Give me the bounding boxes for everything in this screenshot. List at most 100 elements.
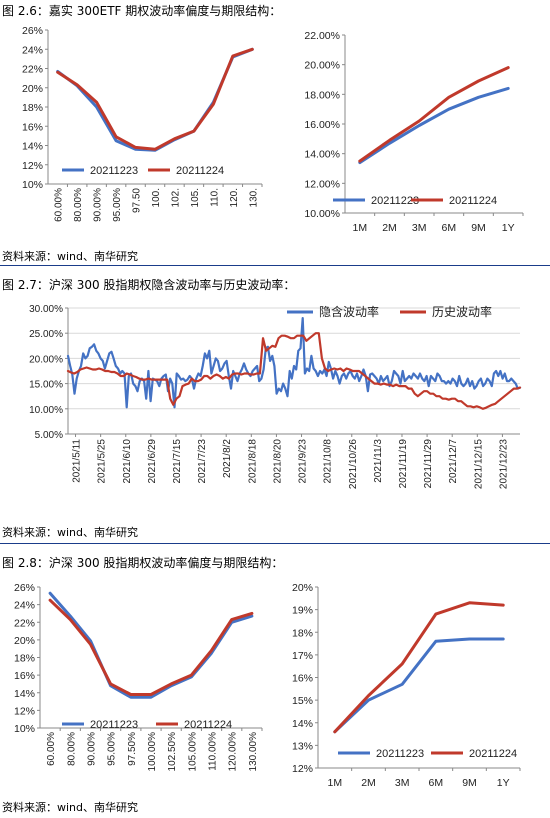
chart-csi300-term: 12% 13% 14% 15% 16% 17% 18% 19% 20% 1M 2M 3M 6M 9M 1Y 2…	[292, 582, 521, 789]
chart-etf-term: 10.00% 12.00% 14.00% 16.00% 18.00% 20.00% 22.0…	[304, 30, 524, 234]
x-tick-label: 2021/11/3	[373, 439, 384, 483]
x-tick-label: 110.	[209, 188, 220, 207]
x-tick-label: 2021/6/29	[147, 439, 158, 484]
x-tick-label: 90.00%	[86, 732, 97, 766]
series-line-2	[48, 598, 254, 696]
x-tick-label: 2021/8/2	[222, 439, 233, 478]
y-tick-label: 20%	[14, 635, 35, 647]
x-tick-label: 130.00%	[248, 732, 259, 772]
y-tick-label: 26%	[22, 25, 43, 37]
x-tick-label: 2021/8/20	[272, 439, 283, 484]
legend-label-1: 20211223	[371, 195, 419, 207]
series-line-1	[56, 47, 254, 152]
x-tick-label: 105.	[190, 188, 201, 207]
x-tick-label: 100.00%	[147, 732, 158, 772]
x-tick-label: 2021/7/23	[197, 439, 208, 484]
x-tick-label: 6M	[429, 777, 444, 789]
divider-2	[0, 543, 550, 544]
x-tick-label: 9M	[462, 777, 477, 789]
y-tick-label: 15.00%	[29, 380, 63, 391]
series-line-2	[56, 47, 254, 151]
x-tick-label: 80.00%	[66, 732, 77, 766]
y-tick-label: 16.00%	[304, 119, 340, 131]
legend-label-1: 20211223	[376, 748, 424, 760]
chart-csi300-skew: 10% 12% 14% 16% 18% 20% 22% 24% 26% 60.00% 80.00% 9…	[14, 582, 263, 772]
y-tick-label: 22.00%	[304, 30, 340, 42]
y-tick-label: 19%	[292, 605, 313, 617]
x-tick-label: 3M	[395, 777, 410, 789]
y-tick-label: 16%	[292, 673, 313, 685]
chart-etf-skew: 10% 12% 14% 16% 18% 20% 22% 24% 26% 60.00% 80.00% 9…	[22, 25, 263, 222]
y-tick-label: 12%	[22, 160, 43, 172]
x-tick-label: 97.50%	[127, 732, 138, 766]
series-line-1	[66, 317, 522, 409]
x-tick-label: 60.00%	[54, 188, 65, 222]
y-tick-label: 14%	[292, 718, 313, 730]
chart-iv-hv: 5.00% 10.00% 15.00% 20.00% 25.00% 30.00% 2021/…	[29, 304, 522, 489]
x-tick-label: 2021/12/23	[498, 439, 509, 489]
y-tick-label: 20.00%	[304, 60, 340, 72]
y-tick-label: 15%	[292, 695, 313, 707]
y-tick-label: 10.00%	[29, 405, 63, 416]
y-tick-label: 10.00%	[304, 208, 340, 220]
y-tick-label: 20.00%	[29, 354, 63, 365]
x-tick-label: 95.00%	[107, 732, 118, 766]
legend-label-1: 20211223	[90, 165, 138, 177]
legend-label-1: 20211223	[90, 719, 138, 731]
source-note-2: 资料来源：wind、南华研究	[2, 526, 139, 539]
series-line-1	[48, 591, 254, 699]
x-tick-label: 2021/12/15	[473, 439, 484, 489]
source-note-1: 资料来源：wind、南华研究	[2, 250, 139, 263]
series-line-2	[358, 66, 510, 163]
legend-label-1: 隐含波动率	[319, 304, 379, 319]
x-tick-label: 97.50	[132, 188, 143, 213]
x-tick-label: 2021/10/8	[323, 439, 334, 484]
y-tick-label: 18%	[22, 102, 43, 114]
x-tick-label: 105.00%	[187, 732, 198, 772]
y-tick-label: 12%	[14, 705, 35, 717]
x-tick-label: 9M	[471, 222, 486, 234]
figure-title-2-8: 图 2.8：沪深 300 股指期权波动率偏度与期限结构：	[2, 556, 284, 570]
x-tick-label: 120.00%	[228, 732, 239, 772]
x-tick-label: 100.	[151, 188, 162, 207]
divider-1	[0, 265, 550, 266]
x-tick-label: 60.00%	[46, 732, 57, 766]
x-tick-label: 80.00%	[73, 188, 84, 222]
x-tick-label: 2M	[361, 777, 376, 789]
legend-label-2: 20211224	[176, 165, 224, 177]
x-tick-label: 2021/10/26	[348, 439, 359, 489]
x-tick-label: 2021/5/11	[72, 439, 83, 483]
x-tick-label: 2021/8/18	[247, 439, 258, 484]
x-tick-label: 90.00%	[93, 188, 104, 222]
x-tick-label: 1Y	[502, 222, 515, 234]
y-tick-label: 20%	[22, 83, 43, 95]
y-tick-label: 20%	[292, 582, 313, 594]
y-tick-label: 17%	[292, 650, 313, 662]
y-tick-label: 18.00%	[304, 89, 340, 101]
legend-label-2: 20211224	[184, 719, 232, 731]
series-line-2	[66, 332, 522, 410]
y-tick-label: 5.00%	[35, 430, 63, 441]
figure-title-2-6: 图 2.6：嘉实 300ETF 期权波动率偏度与期限结构：	[2, 4, 282, 18]
source-note-3: 资料来源：wind、南华研究	[2, 801, 139, 814]
x-tick-label: 1Y	[497, 777, 510, 789]
series-line-2	[333, 601, 505, 734]
y-tick-label: 18%	[292, 627, 313, 639]
x-tick-label: 3M	[412, 222, 427, 234]
y-tick-label: 25.00%	[29, 329, 63, 340]
y-tick-label: 22%	[22, 64, 43, 76]
x-tick-label: 2021/5/25	[97, 439, 108, 484]
series-line-1	[333, 637, 505, 734]
y-tick-label: 24%	[22, 44, 43, 56]
legend-label-2: 历史波动率	[432, 304, 492, 319]
legend-label-2: 20211224	[449, 195, 497, 207]
y-tick-label: 10%	[14, 723, 35, 735]
x-tick-label: 102.50%	[167, 732, 178, 772]
y-tick-label: 30.00%	[29, 304, 63, 315]
x-tick-label: 2021/7/15	[172, 439, 183, 484]
y-tick-label: 14%	[22, 141, 43, 153]
y-tick-label: 13%	[292, 740, 313, 752]
x-tick-label: 2M	[382, 222, 397, 234]
x-tick-label: 110.00%	[208, 732, 219, 771]
x-tick-label: 102.	[170, 188, 181, 207]
